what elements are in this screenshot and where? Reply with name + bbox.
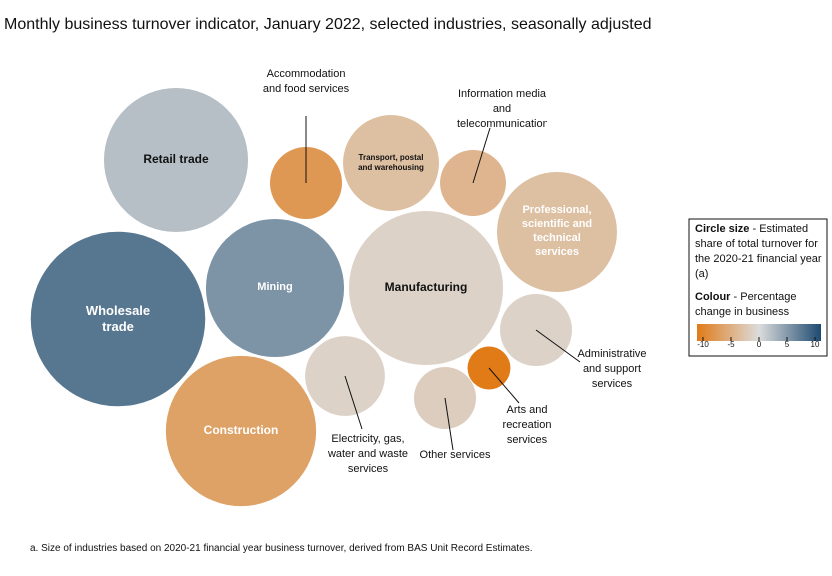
label-box: Electricity, gas, water and waste servic… [327,433,409,475]
category-label: Transport, postal and warehousing [358,152,424,172]
category-label: Arts and recreation services [502,404,552,446]
bubble [30,231,206,407]
colorbar-tick-label: 5 [785,340,790,349]
label-box: Other services [419,449,491,461]
label-box: Construction [203,423,279,438]
category-label: Electricity, gas, water and waste servic… [327,433,409,475]
bubble [103,87,249,233]
bubble [205,218,345,358]
colorbar-tick-label: 10 [811,340,820,349]
category-label: Information media and telecommunications [457,88,547,130]
label-box: Arts and recreation services [502,404,552,446]
legend-size-title: Circle size [695,223,750,235]
bubble [348,210,504,366]
colorbar-tick-label: 0 [757,340,762,349]
category-label: Wholesale trade [85,302,151,334]
footnote: a. Size of industries based on 2020-21 f… [30,543,532,554]
legend-color-text: - Percentage change in business turnover… [695,291,825,322]
leader-line [535,329,581,363]
label-box: Information media and telecommunications [457,88,547,130]
label-box: Wholesale trade [85,302,151,334]
colorbar-tick-label: -5 [727,340,735,349]
legend-size-text: - Estimated share of total turnover for … [695,223,822,280]
label-box: Retail trade [143,152,209,167]
bubble [343,115,439,211]
bubble [497,172,617,292]
category-label: Retail trade [143,152,209,167]
category-label: Manufacturing [384,280,468,295]
label-box: Mining [257,281,293,294]
category-label: Accommodation and food services [262,68,350,95]
legend-size: Circle size - Estimated share of total t… [695,222,825,282]
legend-color: Colour - Percentage change in business t… [695,290,825,322]
leader-line [344,375,363,430]
label-box: Manufacturing [384,280,468,295]
label-box: Professional, scientific and technical s… [521,204,593,258]
label-box: Circle size - Estimated share of total t… [695,222,825,322]
chart-title: Monthly business turnover indicator, Jan… [4,16,651,33]
colorbar-tick-label: -10 [697,340,709,349]
category-label: Administrative and support services [577,348,647,390]
leader-line [488,367,520,404]
label-box: Accommodation and food services [262,68,350,95]
category-label: Mining [257,281,293,294]
category-label: Construction [203,423,279,438]
leader-line [472,127,491,184]
legend-color-title: Colour [695,291,731,303]
category-label: Professional, scientific and technical s… [521,204,593,258]
bubble [165,355,317,507]
category-label: Other services [419,449,491,461]
label-box: Administrative and support services [577,348,647,390]
leader-line [444,397,454,451]
label-box: Transport, postal and warehousing [358,152,424,172]
colorbar [697,324,821,341]
